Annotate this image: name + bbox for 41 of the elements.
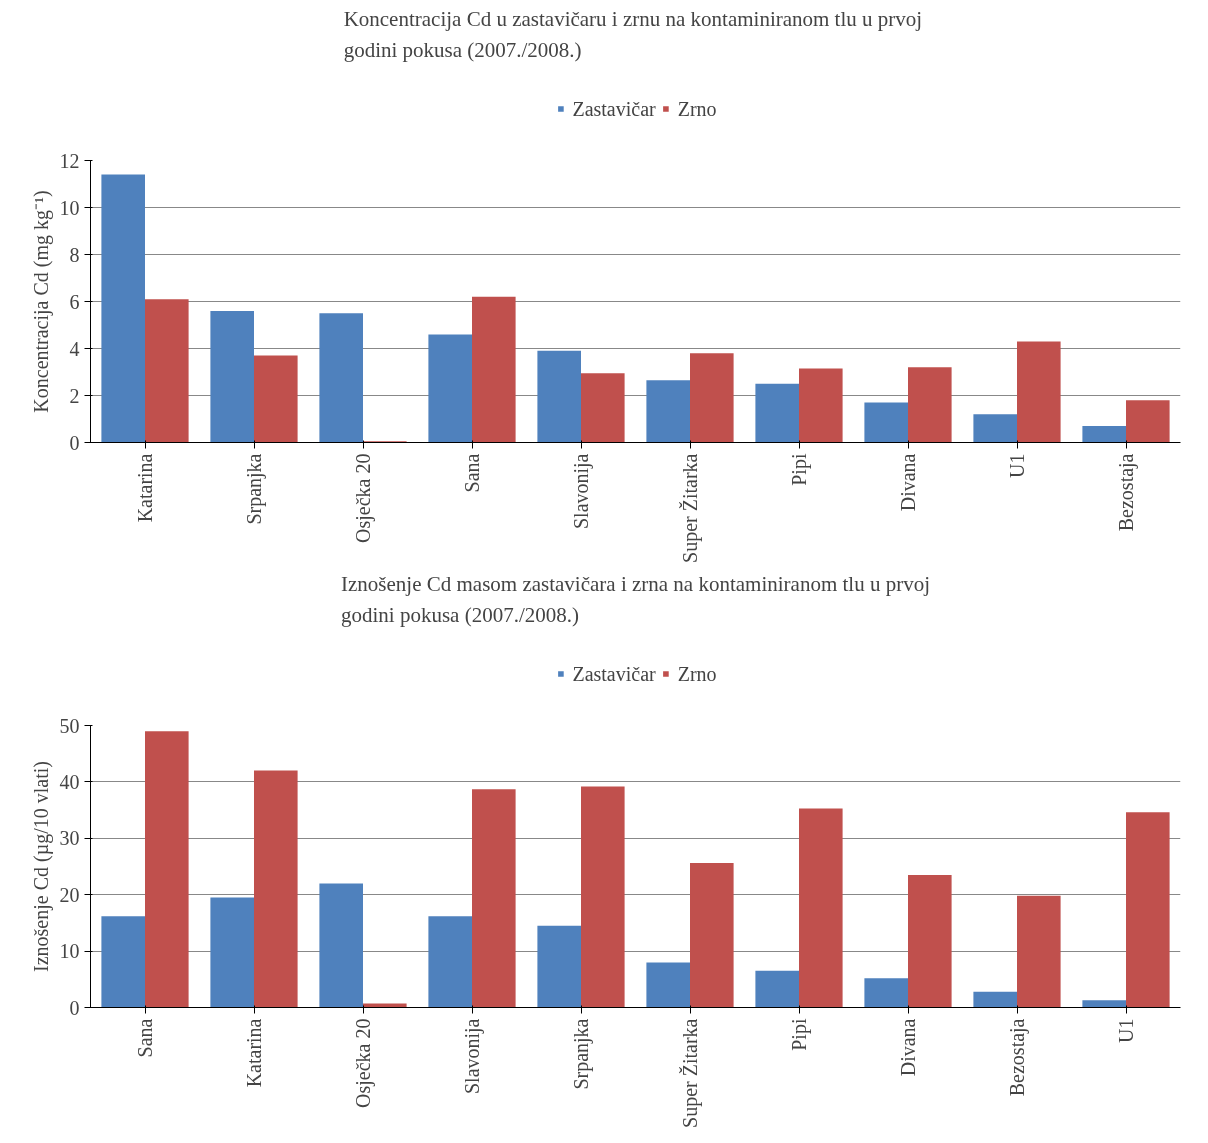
x-tick-label: Srpanjka [570,1018,593,1090]
y-tick-label: 10 [59,196,80,219]
x-tick-label: Srpanjka [243,453,266,525]
chart-title: Koncentracija Cd u zastavičaru i zrnu na kontaminiranom tlu u prvoj godini pokusa (2007./2008.) [343,7,923,63]
x-tick-label: Pipi [788,453,811,486]
y-axis-title: Koncentracija Cd (mg kg⁻¹) [29,190,53,413]
x-tick-label: Bezostaja [1006,1018,1029,1097]
y-tick-label: 4 [69,337,80,360]
x-tick-label: Super Žitarka [679,1018,702,1128]
x-tick-label: Sana [461,453,483,493]
x-tick-label: Slavonija [461,1018,484,1095]
chart-title: Iznošenje Cd masom zastavičara i zrna na kontaminiranom tlu u prvoj godini pokusa (2007./2008.) [341,572,930,628]
y-tick-label: 2 [69,384,80,407]
legend-label: Zrno [677,97,717,120]
legend-label: Zastavičar [572,97,656,120]
x-tick-label: Osječka 20 [352,453,375,543]
y-tick-label: 0 [69,996,80,1019]
x-tick-label: Osječka 20 [352,1018,375,1108]
x-tick-label: Slavonija [570,453,593,530]
x-tick-label: Divana [897,453,919,512]
x-tick-label: Pipi [788,1018,811,1051]
x-tick-label: Katarina [134,453,156,523]
y-tick-label: 10 [59,940,80,963]
x-tick-label: U1 [1006,453,1028,478]
legend-label: Zrno [677,662,717,685]
x-tick-label: Sana [134,1018,156,1058]
y-axis-title: Iznošenje Cd (µg/10 vlati) [29,761,53,972]
x-tick-label: U1 [1115,1018,1137,1043]
x-tick-label: Divana [897,1018,919,1077]
legend-label: Zastavičar [572,662,656,685]
y-tick-label: 40 [59,770,80,793]
y-tick-label: 20 [59,883,80,906]
x-tick-label: Katarina [243,1018,265,1088]
y-tick-label: 0 [69,431,80,454]
x-tick-label: Super Žitarka [679,453,702,563]
y-tick-label: 50 [59,714,80,737]
x-tick-label: Bezostaja [1115,453,1138,532]
y-tick-label: 30 [59,827,80,850]
y-tick-label: 6 [69,290,80,313]
y-tick-label: 12 [59,149,80,172]
y-tick-label: 8 [69,243,80,266]
